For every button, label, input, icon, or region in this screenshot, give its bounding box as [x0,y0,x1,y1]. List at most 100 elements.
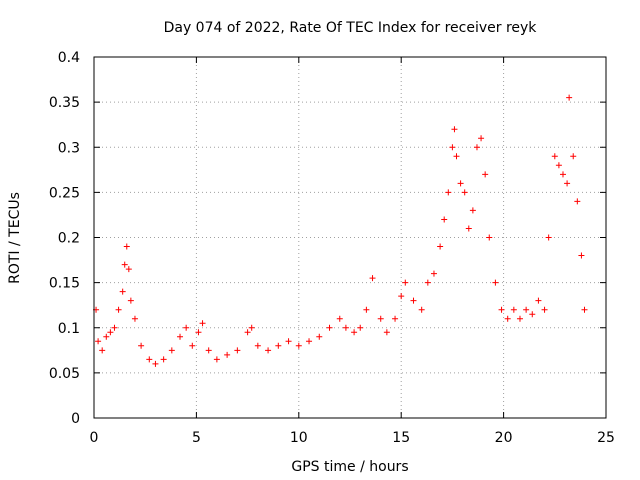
data-point [461,189,468,196]
data-point [469,207,476,214]
data-point [146,356,153,363]
data-point [523,306,530,313]
data-point [326,324,333,331]
x-tick-label: 0 [90,430,99,446]
data-point [430,270,437,277]
data-point [449,144,456,151]
data-point [555,162,562,169]
data-point [566,94,573,101]
data-point [383,329,390,336]
tick-labels: 0 5 10 15 20 25 0 0.05 0.1 0.15 0.2 0.25 0.3 0.35 0.4 [49,50,615,446]
y-tick-label: 0.05 [49,366,80,382]
data-point [492,279,499,286]
x-tick-label: 25 [597,430,615,446]
data-point [177,333,184,340]
data-point [342,324,349,331]
data-point [424,279,431,286]
data-point [103,333,110,340]
data-point [224,351,231,358]
data-point [234,347,241,354]
data-point [445,189,452,196]
data-point [498,306,505,313]
y-tick-label: 0.35 [49,95,80,111]
data-point [121,261,128,268]
data-point [254,342,261,349]
data-point [486,234,493,241]
x-axis-label: GPS time / hours [291,459,408,475]
data-point [453,153,460,160]
data-point [351,329,358,336]
data-point [111,324,118,331]
data-point [564,180,571,187]
data-point [131,315,138,322]
data-point [574,198,581,205]
data-point [316,333,323,340]
data-point [152,360,159,367]
y-tick-label: 0.15 [49,276,80,292]
tick-marks [93,56,607,419]
data-point [306,338,313,345]
data-point [504,315,511,322]
data-point [581,306,588,313]
data-point [451,126,458,133]
x-tick-label: 5 [192,430,201,446]
data-point [516,315,523,322]
data-point [369,275,376,282]
data-point [205,347,212,354]
data-point [95,338,102,345]
data-point [578,252,585,259]
data-point [183,324,190,331]
data-point [402,279,409,286]
data-point [377,315,384,322]
data-point [410,297,417,304]
data-point [125,266,132,273]
data-point [199,320,206,327]
x-tick-label: 10 [290,430,308,446]
data-point [168,347,175,354]
data-point [336,315,343,322]
data-point [265,347,272,354]
data-point [363,306,370,313]
data-point [529,311,536,318]
data-point [559,171,566,178]
data-point [482,171,489,178]
x-tick-label: 20 [495,430,513,446]
data-point [127,297,134,304]
data-point [418,306,425,313]
x-tick-label: 15 [392,430,410,446]
data-point [138,342,145,349]
data-point [473,144,480,151]
data-point [398,293,405,300]
data-point [189,342,196,349]
y-tick-label: 0.4 [58,50,80,66]
data-point [570,153,577,160]
data-point [392,315,399,322]
data-point [457,180,464,187]
chart-title: Day 074 of 2022, Rate Of TEC Index for r… [164,20,538,36]
data-point [107,329,114,336]
data-point [541,306,548,313]
data-point [441,216,448,223]
data-point [535,297,542,304]
data-point [465,225,472,232]
data-point [123,243,130,250]
data-point [195,329,202,336]
y-tick-label: 0 [71,411,80,427]
y-axis-label: ROTI / TECUs [7,192,23,284]
data-point [551,153,558,160]
data-point [99,347,106,354]
data-point [248,324,255,331]
data-point [510,306,517,313]
y-tick-label: 0.25 [49,185,80,201]
data-point [244,329,251,336]
data-point [119,288,126,295]
data-point [545,234,552,241]
y-tick-label: 0.3 [58,140,80,156]
data-point [357,324,364,331]
data-point [437,243,444,250]
y-tick-label: 0.2 [58,231,80,247]
grid-lines [94,57,606,418]
data-point [295,342,302,349]
